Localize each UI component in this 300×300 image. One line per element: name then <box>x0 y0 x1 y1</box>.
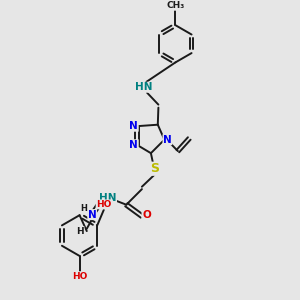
Text: HO: HO <box>72 272 87 281</box>
Text: H: H <box>76 226 84 236</box>
Text: O: O <box>142 210 151 220</box>
Text: N: N <box>88 210 97 220</box>
Text: H: H <box>80 203 87 212</box>
Text: S: S <box>150 162 159 175</box>
Text: HN: HN <box>135 82 152 92</box>
Text: HO: HO <box>96 200 112 209</box>
Text: N: N <box>129 121 138 131</box>
Text: N: N <box>163 135 172 145</box>
Text: N: N <box>129 140 138 150</box>
Text: HN: HN <box>99 193 116 203</box>
Text: CH₃: CH₃ <box>166 1 184 10</box>
